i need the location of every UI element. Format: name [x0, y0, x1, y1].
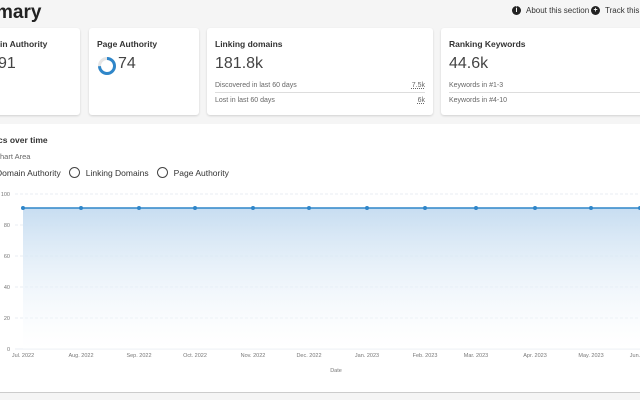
- data-point: [423, 205, 427, 210]
- card-value: 91: [0, 55, 16, 72]
- x-tick-label: Nov. 2022: [241, 353, 266, 359]
- gauge-fill: [98, 57, 116, 75]
- track-site-link[interactable]: + Track this sit: [591, 6, 640, 15]
- x-tick-label: Feb. 2023: [413, 353, 438, 359]
- plus-icon: +: [591, 6, 600, 15]
- page-title: mary: [0, 2, 42, 23]
- domain-authority-card: in Authority 91: [0, 28, 80, 115]
- radio-domain-authority[interactable]: Domain Authority: [0, 167, 61, 178]
- y-tick-label: 0: [7, 347, 10, 353]
- about-section-link[interactable]: i About this section: [512, 6, 589, 15]
- y-tick-label: 60: [4, 254, 10, 260]
- card-label: Linking domains: [215, 39, 283, 49]
- data-point: [474, 205, 478, 210]
- ranking-keywords-card: Ranking Keywords 44.6k Keywords in #1-3 …: [441, 28, 640, 115]
- data-point: [193, 205, 197, 210]
- data-point: [251, 205, 255, 210]
- y-tick-label: 100: [1, 192, 10, 198]
- linking-domains-card: Linking domains 181.8k Discovered in las…: [207, 28, 433, 115]
- y-tick-label: 20: [4, 316, 10, 322]
- area-fill: [23, 207, 640, 349]
- x-tick-label: Mar. 2023: [464, 353, 488, 359]
- x-axis-label: Date: [330, 368, 342, 374]
- data-point: [21, 205, 25, 210]
- radio-page-authority[interactable]: Page Authority: [156, 167, 229, 178]
- page-authority-card: Page Authority 74: [89, 28, 199, 115]
- y-tick-label: 80: [4, 223, 10, 229]
- track-label: Track this sit: [605, 6, 640, 15]
- x-tick-label: Aug. 2022: [68, 353, 93, 359]
- x-tick-label: Apr. 2023: [523, 353, 547, 359]
- data-point: [137, 205, 141, 210]
- info-icon: i: [512, 6, 521, 15]
- y-tick-label: 40: [4, 285, 10, 291]
- data-point: [79, 205, 83, 210]
- data-point: [307, 205, 311, 210]
- radio-linking-domains[interactable]: Linking Domains: [68, 167, 149, 178]
- x-tick-label: Jul. 2022: [12, 353, 34, 359]
- card-label: in Authority: [0, 39, 48, 49]
- x-tick-label: Jun.: [630, 353, 640, 359]
- data-point: [365, 205, 369, 210]
- stat-row: Lost in last 60 days 6k: [215, 97, 425, 104]
- data-point: [533, 205, 537, 210]
- x-tick-label: Sep. 2022: [126, 353, 151, 359]
- panel-subtitle: hart Area: [0, 152, 31, 161]
- card-label: Ranking Keywords: [449, 39, 526, 49]
- stat-row: Discovered in last 60 days 7.5k: [215, 82, 425, 89]
- card-value: 181.8k: [215, 55, 264, 72]
- x-tick-label: Dec. 2022: [296, 353, 321, 359]
- panel-title: cs over time: [0, 135, 48, 145]
- stat-row: Keywords in #4-10: [449, 97, 507, 104]
- data-point: [589, 205, 593, 210]
- stat-row: Keywords in #1-3: [449, 82, 504, 89]
- card-label: Page Authority: [97, 39, 158, 49]
- card-value: 74: [118, 55, 136, 72]
- page-authority-gauge: [98, 57, 116, 75]
- x-tick-label: Jan. 2023: [355, 353, 379, 359]
- about-label: About this section: [526, 6, 590, 15]
- card-value: 44.6k: [449, 55, 489, 72]
- x-tick-label: May. 2023: [578, 353, 603, 359]
- x-tick-label: Oct. 2022: [183, 353, 207, 359]
